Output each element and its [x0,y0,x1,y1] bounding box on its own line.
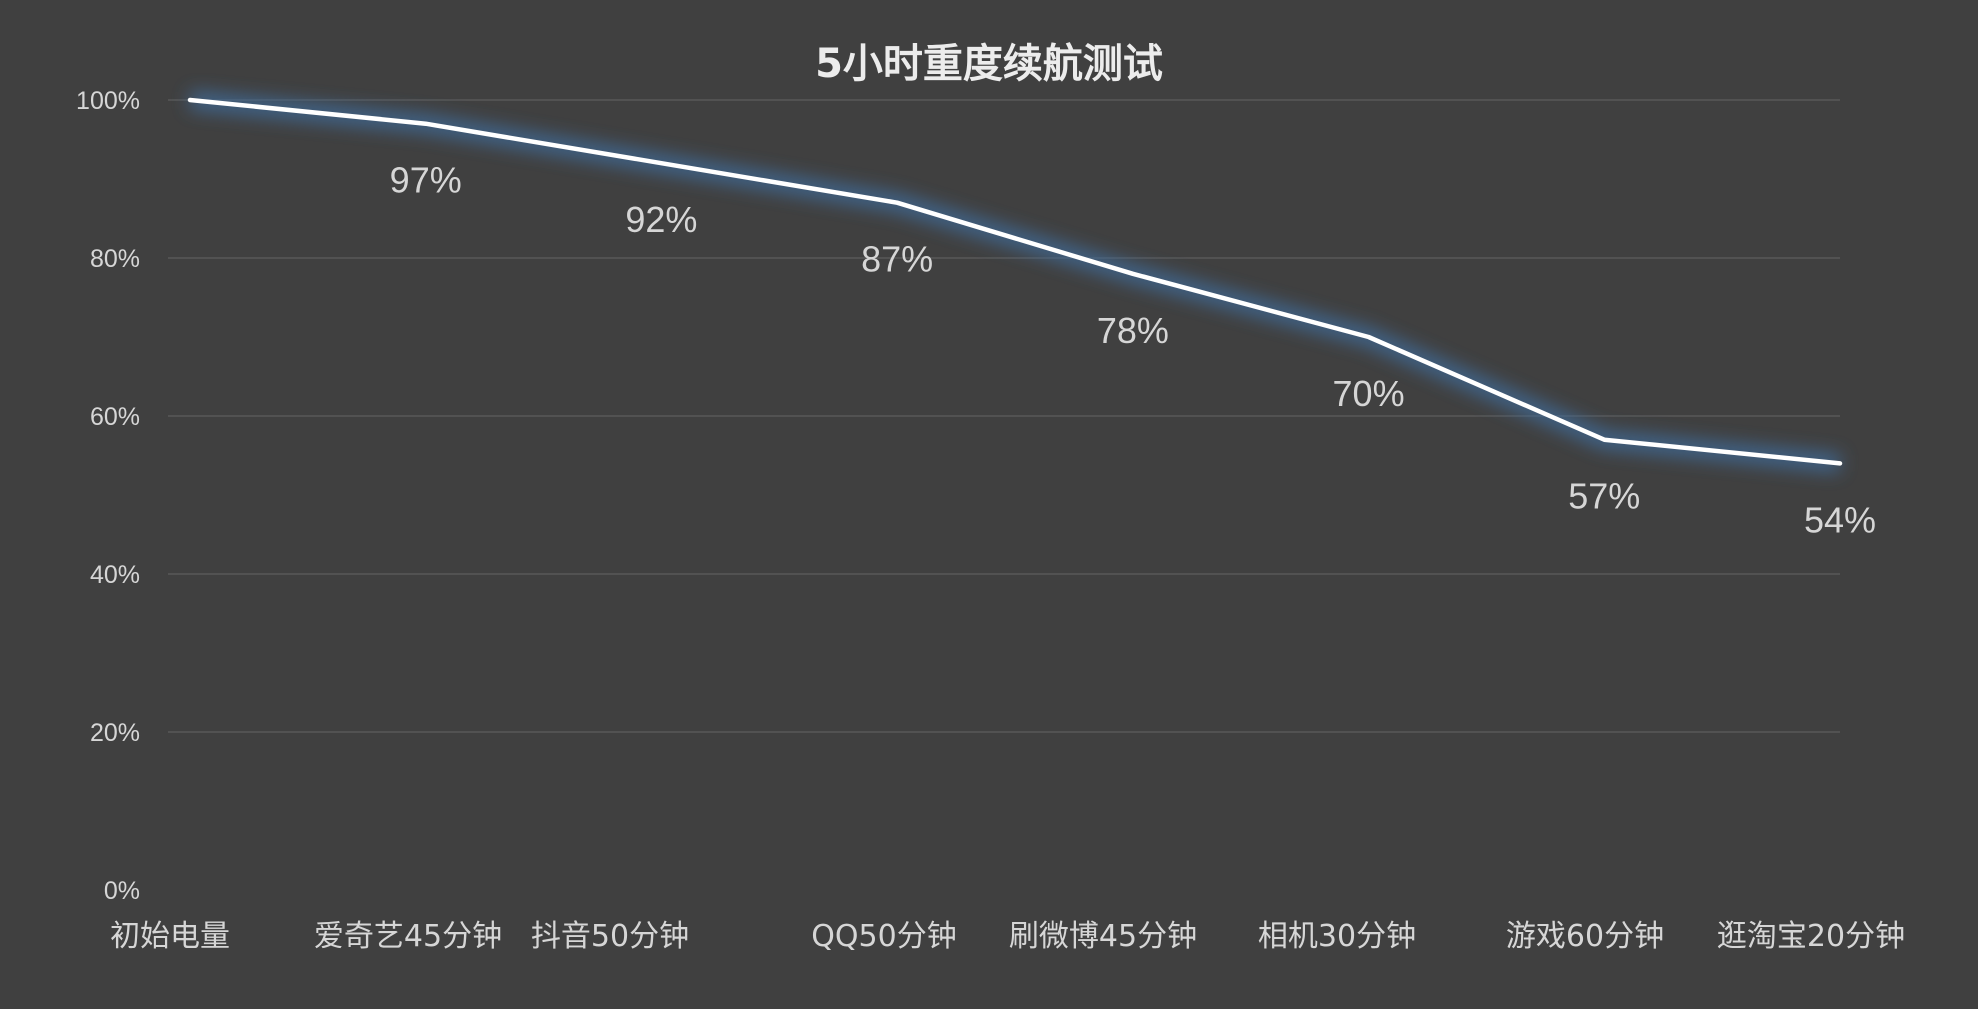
data-label: 70% [1333,373,1405,414]
y-tick-label: 80% [90,245,140,273]
chart-title: 5小时重度续航测试 [815,41,1163,87]
y-tick-label: 0% [104,877,140,905]
data-label: 57% [1568,476,1640,517]
series-layer [187,91,1843,473]
x-tick-label: 游戏60分钟 [1506,919,1664,954]
series-glow [189,91,1841,473]
y-tick-label: 100% [76,87,140,115]
y-tick-label: 20% [90,719,140,747]
x-tick-label: 初始电量 [110,919,230,954]
x-tick-label: 抖音50分钟 [531,919,689,954]
data-label: 54% [1804,499,1876,540]
grid-lines [168,99,1840,733]
data-label: 92% [625,199,697,240]
y-tick-label: 40% [90,561,140,589]
x-tick-label: QQ50分钟 [811,919,956,954]
x-tick-label: 爱奇艺45分钟 [314,919,502,954]
y-tick-label: 60% [90,403,140,431]
x-axis-ticks: 初始电量 爱奇艺45分钟 抖音50分钟 QQ50分钟 刷微博45分钟 相机30分钟 游戏60… [110,919,1905,954]
data-labels: 97% 92% 87% 78% 70% 57% 54% [390,160,1876,541]
y-axis-ticks: 0% 20% 40% 60% 80% 100% [76,87,140,905]
x-tick-label: 相机30分钟 [1258,919,1416,954]
data-label: 97% [390,160,462,201]
data-label: 78% [1097,310,1169,351]
series-line [187,97,1843,466]
x-tick-label: 刷微博45分钟 [1009,919,1197,954]
x-tick-label: 逛淘宝20分钟 [1717,919,1905,954]
data-label: 87% [861,239,933,280]
